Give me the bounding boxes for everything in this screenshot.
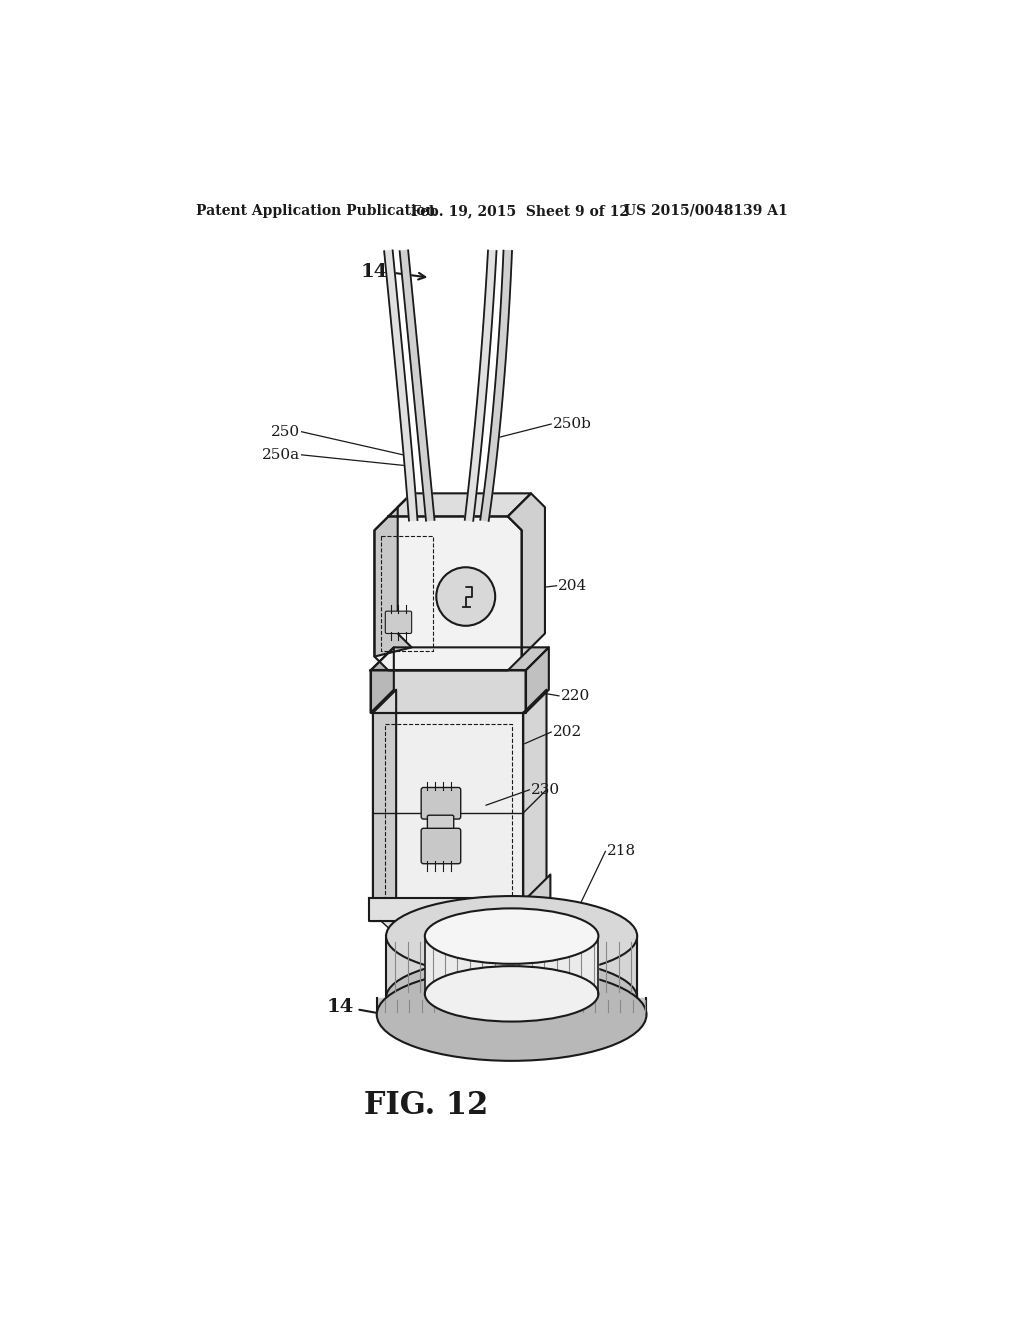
Text: 202: 202	[553, 725, 582, 739]
Ellipse shape	[425, 908, 598, 964]
Polygon shape	[480, 251, 512, 521]
Polygon shape	[527, 874, 550, 921]
Text: Feb. 19, 2015  Sheet 9 of 12: Feb. 19, 2015 Sheet 9 of 12	[411, 203, 629, 218]
Text: 204: 204	[558, 578, 588, 593]
Polygon shape	[375, 494, 412, 656]
Text: FIG. 12: FIG. 12	[365, 1090, 488, 1121]
Polygon shape	[375, 516, 521, 671]
Ellipse shape	[377, 969, 646, 1061]
Ellipse shape	[386, 958, 637, 1038]
Text: 230: 230	[531, 783, 560, 797]
Text: 218: 218	[607, 845, 636, 858]
Polygon shape	[373, 713, 523, 921]
Polygon shape	[388, 494, 531, 516]
FancyBboxPatch shape	[427, 816, 454, 832]
Polygon shape	[384, 251, 418, 520]
Polygon shape	[465, 251, 497, 521]
Polygon shape	[425, 936, 598, 994]
Ellipse shape	[386, 896, 637, 977]
Text: 250b: 250b	[553, 417, 592, 432]
Polygon shape	[369, 898, 527, 921]
FancyBboxPatch shape	[385, 611, 412, 634]
Text: Patent Application Publication: Patent Application Publication	[197, 203, 436, 218]
Text: 220: 220	[560, 689, 590, 702]
Text: 14: 14	[360, 264, 388, 281]
Polygon shape	[371, 671, 525, 713]
Polygon shape	[523, 689, 547, 921]
Text: US 2015/0048139 A1: US 2015/0048139 A1	[624, 203, 787, 218]
Polygon shape	[525, 647, 549, 713]
Ellipse shape	[425, 966, 598, 1022]
Polygon shape	[508, 494, 545, 656]
FancyBboxPatch shape	[421, 829, 461, 863]
FancyBboxPatch shape	[421, 788, 461, 818]
Polygon shape	[377, 998, 646, 1015]
Text: 218a: 218a	[582, 994, 620, 1008]
Text: 250a: 250a	[262, 447, 300, 462]
Text: 14: 14	[327, 998, 354, 1016]
Text: 250: 250	[271, 425, 300, 438]
Polygon shape	[371, 647, 549, 671]
Circle shape	[436, 568, 496, 626]
Polygon shape	[399, 251, 434, 520]
Polygon shape	[386, 936, 637, 998]
Polygon shape	[373, 689, 396, 921]
Polygon shape	[371, 647, 394, 713]
Polygon shape	[381, 921, 622, 940]
